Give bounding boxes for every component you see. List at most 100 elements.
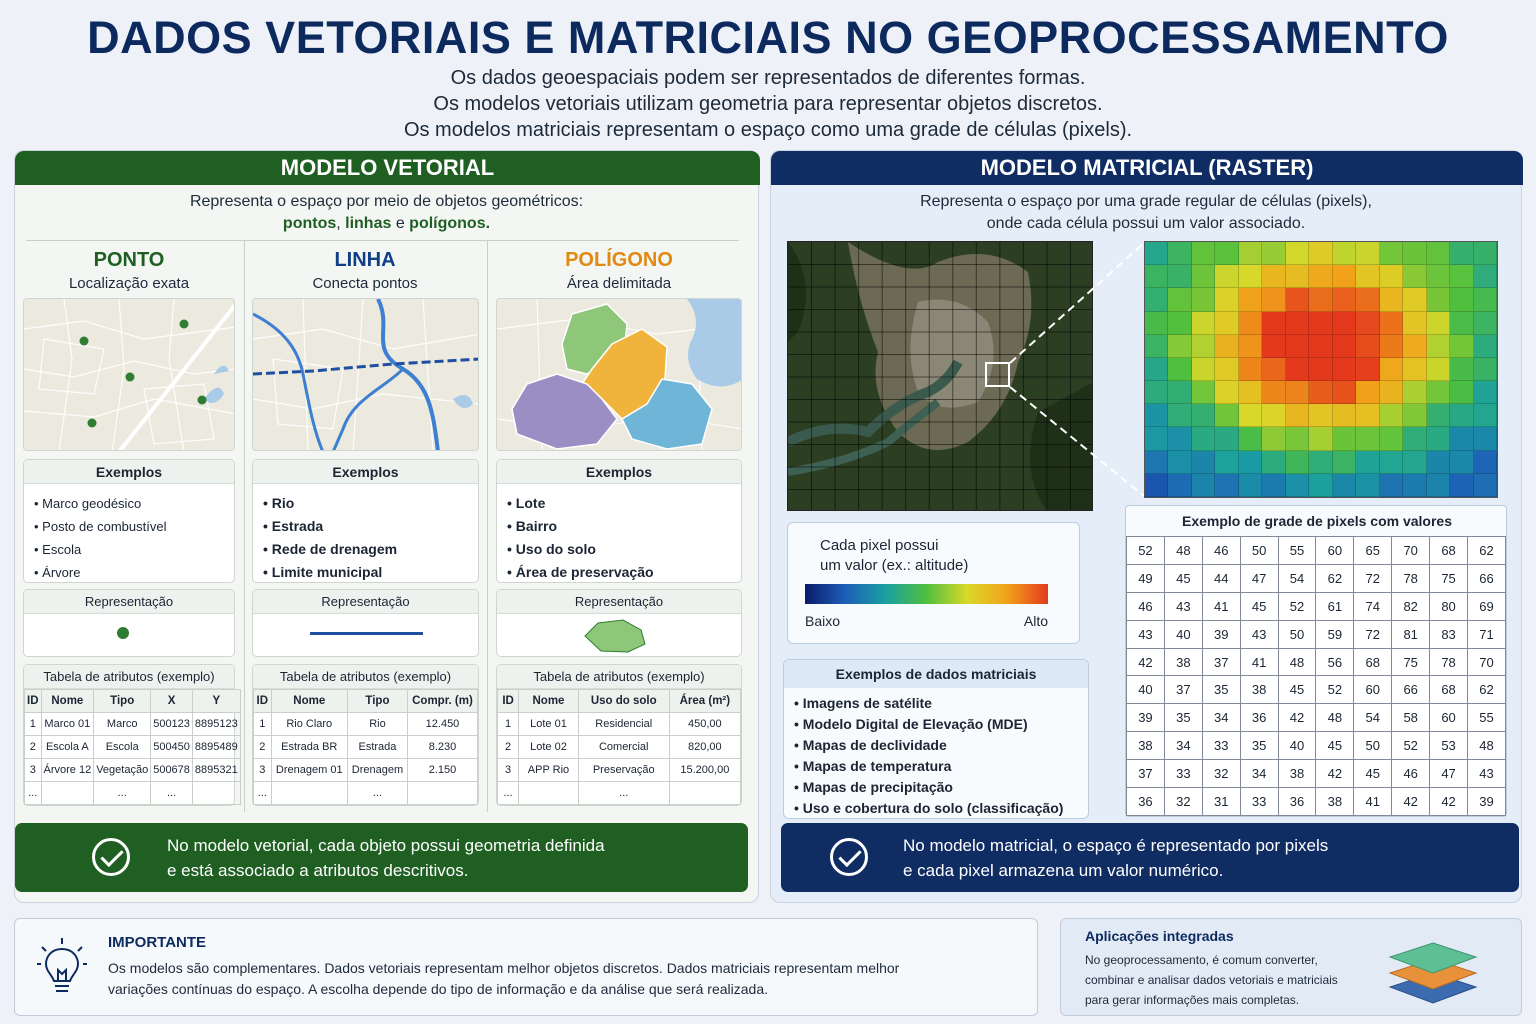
heatmap-cell: [1403, 288, 1427, 312]
poligono-map: [496, 298, 742, 451]
vector-panel-header: MODELO VETORIAL: [15, 151, 760, 185]
linha-map-graphic: [253, 299, 478, 450]
applications-title: Aplicações integradas: [1085, 928, 1234, 944]
list-item: Marco geodésico: [34, 492, 166, 515]
check-circle-icon: [92, 838, 130, 876]
heatmap-cell: [1191, 265, 1216, 289]
grid-cell: 55: [1467, 703, 1506, 733]
grid-cell: 43: [1126, 619, 1165, 649]
heatmap-cell: [1168, 450, 1192, 474]
grid-cell: 59: [1315, 619, 1355, 649]
grid-cell: 72: [1353, 619, 1393, 649]
grid-cell: 48: [1163, 536, 1203, 565]
heatmap-cell: [1145, 404, 1169, 428]
list-item: Lote: [507, 492, 654, 515]
legend-line-2: um valor (ex.: altitude): [820, 557, 969, 574]
table-cell: Rio Claro: [270, 712, 348, 736]
pixel-grid-box: Exemplo de grade de pixels com valores 5…: [1125, 505, 1507, 817]
heatmap-cell: [1450, 334, 1474, 358]
heatmap-cell: [1285, 242, 1310, 266]
heatmap-cell: [1285, 334, 1310, 358]
list-item: Estrada: [263, 515, 397, 538]
grid-cell: 34: [1163, 731, 1203, 761]
heatmap-cell: [1285, 427, 1310, 451]
ponto-examples-box: Exemplos Marco geodésico Posto de combus…: [23, 459, 235, 583]
table-cell: [191, 781, 241, 805]
grid-cell: 50: [1239, 536, 1279, 565]
ponto-subtitle: Localização exata: [68, 275, 190, 292]
table-cell: [668, 781, 742, 805]
grid-cell: 31: [1201, 787, 1241, 816]
grid-cell: 42: [1315, 759, 1355, 789]
linha-representation-title: Representação: [253, 590, 478, 614]
heatmap-cell: [1379, 357, 1404, 382]
heatmap-cell: [1238, 450, 1263, 474]
table-header: Nome: [40, 689, 95, 713]
heatmap-cell: [1238, 357, 1263, 382]
heatmap-cell: [1145, 450, 1169, 474]
heatmap-cell: [1285, 265, 1310, 289]
grid-cell: 70: [1467, 647, 1506, 677]
heatmap-cell: [1426, 242, 1451, 266]
table-cell: 8895321: [191, 758, 241, 782]
heatmap-cell: [1332, 450, 1357, 474]
heatmap-cell: [1262, 334, 1286, 358]
list-item: Mapas de precipitação: [794, 777, 1063, 798]
heatmap-cell: [1379, 450, 1404, 474]
heatmap-cell: [1215, 450, 1239, 474]
grid-row: 52 48 46 50 55 60 65 70 68 62: [1126, 536, 1506, 565]
ponto-attribute-table-box: Tabela de atributos (exemplo) ID Nome Tipo…: [23, 664, 241, 806]
important-text: Os modelos são complementares. Dados vet…: [108, 958, 899, 1000]
subtitle-line-1: Os dados geoespaciais podem ser represen…: [450, 67, 1086, 89]
raster-examples-box: Exemplos de dados matriciais Imagens de …: [783, 659, 1089, 819]
table-header: ID: [253, 689, 272, 713]
grid-cell: 60: [1315, 536, 1355, 565]
table-cell: Estrada: [346, 735, 408, 759]
grid-cell: 47: [1429, 759, 1469, 789]
heatmap-cell: [1262, 450, 1286, 474]
linha-examples-title: Exemplos: [253, 460, 478, 484]
table-cell: ...: [496, 781, 520, 805]
heatmap-cell: [1145, 288, 1169, 312]
grid-cell: 55: [1277, 536, 1317, 565]
intro-sep-1: ,: [336, 215, 346, 232]
heatmap-cell: [1168, 357, 1192, 382]
table-cell: ...: [93, 781, 152, 805]
table-cell: [270, 781, 348, 805]
poligono-table-title: Tabela de atributos (exemplo): [497, 665, 741, 689]
vector-banner-line-1: No modelo vetorial, cada objeto possui g…: [167, 836, 605, 855]
grid-cell: 45: [1277, 675, 1317, 705]
heatmap-cell: [1191, 242, 1216, 266]
list-item: Bairro: [507, 515, 654, 538]
heatmap-cell: [1145, 265, 1169, 289]
table-cell: 500450: [150, 735, 193, 759]
grid-cell: 58: [1391, 703, 1431, 733]
heatmap-cell: [1356, 288, 1380, 312]
satellite-image-graphic: [788, 242, 1092, 510]
vector-divider-line: [26, 240, 739, 241]
heatmap-cell: [1426, 288, 1451, 312]
table-header: Nome: [270, 689, 348, 713]
grid-cell: 50: [1353, 731, 1393, 761]
table-cell: 500678: [150, 758, 193, 782]
heatmap-cell: [1285, 404, 1310, 428]
column-divider-1: [244, 240, 245, 812]
legend-low-label: Baixo: [805, 613, 841, 629]
heatmap-cell: [1215, 427, 1239, 451]
heatmap-cell: [1168, 427, 1192, 451]
list-item: Área de preservação: [507, 561, 654, 584]
linha-attribute-table-box: Tabela de atributos (exemplo) ID Nome Tipo…: [252, 664, 479, 806]
grid-cell: 45: [1315, 731, 1355, 761]
important-title: IMPORTANTE: [108, 934, 207, 951]
table-cell: 2: [24, 735, 42, 759]
heatmap-cell: [1215, 404, 1239, 428]
table-cell: Drenagem 01: [270, 758, 348, 782]
list-item: Uso e cobertura do solo (classificação): [794, 798, 1064, 819]
poligono-representation-title: Representação: [497, 590, 741, 614]
list-item: Árvore: [34, 561, 166, 584]
heatmap-cell: [1262, 242, 1286, 266]
list-item: Uso do solo: [507, 538, 654, 561]
heatmap-cell: [1332, 242, 1357, 266]
poligono-title: POLÍGONO: [565, 249, 673, 271]
heatmap-cell: [1379, 288, 1404, 312]
